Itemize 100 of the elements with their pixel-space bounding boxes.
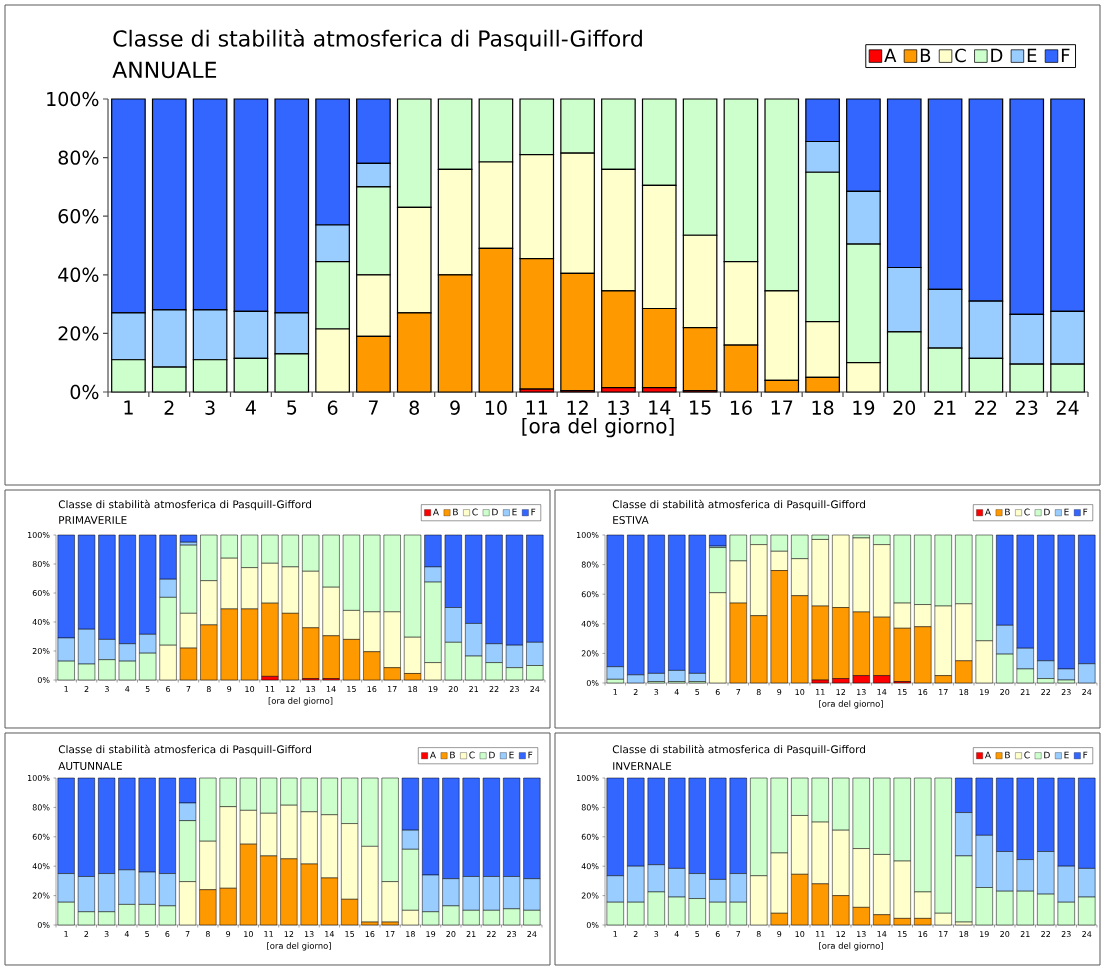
x-tick-label: 1 bbox=[613, 689, 618, 695]
x-tick-label: 18 bbox=[959, 689, 969, 696]
x-axis-title: [ora del giorno] bbox=[522, 417, 674, 438]
legend-label: F bbox=[528, 751, 533, 759]
x-tick-label: 5 bbox=[695, 689, 700, 695]
x-tick-label: 2 bbox=[164, 400, 174, 415]
legend-label: E bbox=[512, 508, 517, 516]
x-tick-label: 2 bbox=[84, 686, 89, 692]
legend-label: E bbox=[509, 751, 514, 759]
x-tick-label: 14 bbox=[325, 931, 335, 937]
x-tick-label: 18 bbox=[406, 931, 415, 938]
x-axis-title: [ora del giorno] bbox=[267, 942, 331, 951]
x-tick-label: 24 bbox=[1082, 931, 1092, 937]
chart-subtitle: ESTIVA bbox=[613, 516, 649, 524]
x-tick-label: 6 bbox=[715, 931, 720, 938]
y-tick-label: 100% bbox=[576, 774, 599, 782]
legend-label: F bbox=[531, 508, 536, 516]
x-tick-label: 13 bbox=[608, 400, 629, 415]
x-tick-label: 18 bbox=[959, 931, 969, 938]
x-tick-label: 17 bbox=[939, 931, 948, 937]
y-tick-label: 20% bbox=[581, 892, 599, 899]
y-tick-label: 0% bbox=[70, 384, 99, 400]
y-tick-label: 80% bbox=[58, 150, 99, 165]
x-tick-label: 13 bbox=[306, 686, 316, 693]
legend-label: A bbox=[984, 751, 991, 759]
x-tick-label: 15 bbox=[898, 931, 907, 937]
x-tick-label: 11 bbox=[265, 686, 275, 692]
x-tick-label: 22 bbox=[975, 400, 997, 415]
x-tick-label: 6 bbox=[715, 689, 720, 696]
x-tick-label: 4 bbox=[245, 400, 256, 415]
x-tick-label: 23 bbox=[1016, 400, 1038, 415]
x-tick-label: 13 bbox=[857, 931, 866, 938]
x-tick-label: 21 bbox=[469, 686, 479, 692]
y-tick-label: 100% bbox=[47, 91, 99, 107]
x-tick-label: 7 bbox=[186, 686, 191, 692]
x-tick-label: 9 bbox=[226, 931, 231, 938]
y-tick-label: 40% bbox=[581, 620, 599, 627]
x-tick-label: 5 bbox=[287, 400, 297, 415]
legend-label: D bbox=[492, 508, 498, 516]
x-tick-label: 11 bbox=[816, 931, 825, 937]
legend-label: B bbox=[453, 508, 458, 516]
y-tick-label: 60% bbox=[32, 589, 50, 597]
x-tick-label: 12 bbox=[836, 931, 846, 937]
x-tick-label: 15 bbox=[690, 400, 711, 415]
y-tick-label: 60% bbox=[581, 833, 599, 840]
x-tick-label: 18 bbox=[812, 400, 834, 415]
legend-label: B bbox=[450, 751, 455, 759]
x-tick-label: 15 bbox=[898, 689, 907, 695]
legend-label: F bbox=[1061, 48, 1070, 62]
legend-label: A bbox=[429, 751, 436, 759]
y-tick-label: 60% bbox=[32, 833, 50, 840]
chart-subtitle: INVERNALE bbox=[613, 762, 672, 770]
x-tick-label: 1 bbox=[64, 931, 68, 937]
chart-subtitle: ANNUALE bbox=[112, 61, 217, 79]
x-tick-label: 1 bbox=[124, 400, 133, 415]
x-tick-label: 21 bbox=[1020, 689, 1030, 695]
x-tick-label: 15 bbox=[347, 686, 356, 692]
x-tick-label: 23 bbox=[1061, 689, 1071, 696]
x-tick-label: 20 bbox=[446, 931, 456, 938]
y-tick-label: 60% bbox=[581, 591, 599, 598]
x-tick-label: 16 bbox=[918, 689, 928, 696]
x-tick-label: 14 bbox=[649, 400, 671, 415]
chart-title: Classe di stabilità atmosferica di Pasquill-Gifford bbox=[58, 499, 312, 511]
x-tick-label: 13 bbox=[857, 689, 866, 696]
x-tick-label: 20 bbox=[1000, 931, 1010, 938]
legend-label: F bbox=[1083, 508, 1088, 516]
y-tick-label: 100% bbox=[576, 531, 599, 539]
x-axis-title: [ora del giorno] bbox=[268, 697, 333, 706]
legend-label: D bbox=[1044, 751, 1050, 759]
x-tick-label: 7 bbox=[736, 689, 741, 695]
x-tick-label: 11 bbox=[526, 400, 548, 415]
y-tick-label: 40% bbox=[32, 618, 50, 626]
x-tick-label: 4 bbox=[124, 931, 129, 937]
x-tick-label: 12 bbox=[836, 689, 846, 695]
x-tick-label: 5 bbox=[695, 931, 700, 937]
x-tick-label: 17 bbox=[385, 931, 395, 937]
x-tick-label: 24 bbox=[1056, 400, 1079, 415]
x-tick-label: 18 bbox=[408, 686, 418, 693]
legend-label: E bbox=[1064, 751, 1069, 759]
x-axis-title: [ora del giorno] bbox=[819, 942, 883, 951]
x-tick-label: 4 bbox=[125, 686, 130, 692]
x-tick-label: 21 bbox=[1020, 931, 1030, 937]
x-tick-label: 10 bbox=[245, 686, 255, 693]
x-tick-label: 22 bbox=[1041, 931, 1051, 937]
x-tick-label: 20 bbox=[448, 686, 458, 693]
x-tick-label: 3 bbox=[205, 400, 215, 415]
legend-label: B bbox=[1005, 508, 1010, 516]
x-tick-label: 7 bbox=[736, 931, 741, 937]
x-tick-label: 11 bbox=[816, 689, 825, 695]
x-tick-label: 8 bbox=[756, 931, 761, 938]
x-tick-label: 17 bbox=[387, 686, 397, 692]
y-tick-label: 80% bbox=[581, 804, 599, 811]
x-tick-label: 3 bbox=[104, 931, 109, 938]
legend-label: C bbox=[469, 751, 475, 759]
y-tick-label: 80% bbox=[32, 560, 50, 568]
y-tick-label: 20% bbox=[32, 647, 50, 655]
legend-label: D bbox=[489, 751, 495, 759]
x-axis-title: [ora del giorno] bbox=[819, 700, 883, 709]
x-tick-label: 15 bbox=[345, 931, 355, 937]
legend-label: A bbox=[432, 508, 439, 516]
